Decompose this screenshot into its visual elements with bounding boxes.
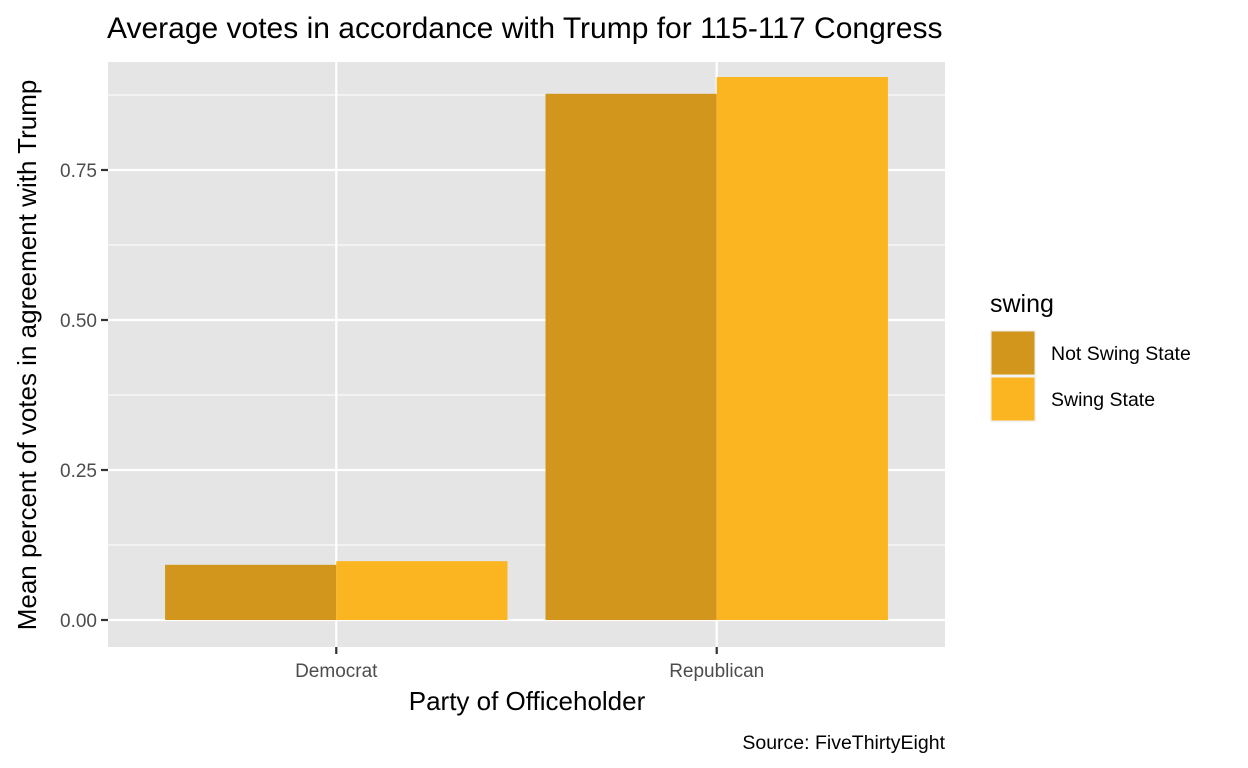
y-tick-label: 0.50 (60, 311, 97, 332)
legend-title: swing (990, 290, 1054, 318)
legend-items: Not Swing State Swing State (990, 330, 1191, 422)
y-tick-label: 0.00 (60, 611, 97, 632)
bar-not-swing-state-republican (545, 93, 717, 621)
bar-swing-state-democrat (336, 561, 508, 620)
y-tick-label: 0.25 (60, 461, 97, 482)
chart-title: Average votes in accordance with Trump f… (107, 12, 942, 45)
x-tick-label: Democrat (295, 661, 378, 682)
bar-swing-state-republican (716, 77, 888, 620)
bars (165, 77, 888, 621)
legend-label: Not Swing State (1051, 343, 1191, 365)
y-axis: 0.00 0.25 0.50 0.75 (60, 161, 108, 632)
legend-swatch (991, 377, 1035, 421)
bar-not-swing-state-democrat (165, 564, 337, 620)
legend-swatch (991, 331, 1035, 375)
y-tick-label: 0.75 (60, 161, 97, 182)
x-axis-title: Party of Officeholder (409, 686, 646, 716)
legend-label: Swing State (1051, 389, 1155, 411)
source-caption: Source: FiveThirtyEight (742, 732, 945, 754)
legend: swing Not Swing State Swing State (990, 290, 1191, 422)
y-axis-title: Mean percent of votes in agreement with … (12, 80, 42, 631)
x-axis: Democrat Republican (295, 647, 764, 682)
x-tick-label: Republican (669, 661, 764, 682)
